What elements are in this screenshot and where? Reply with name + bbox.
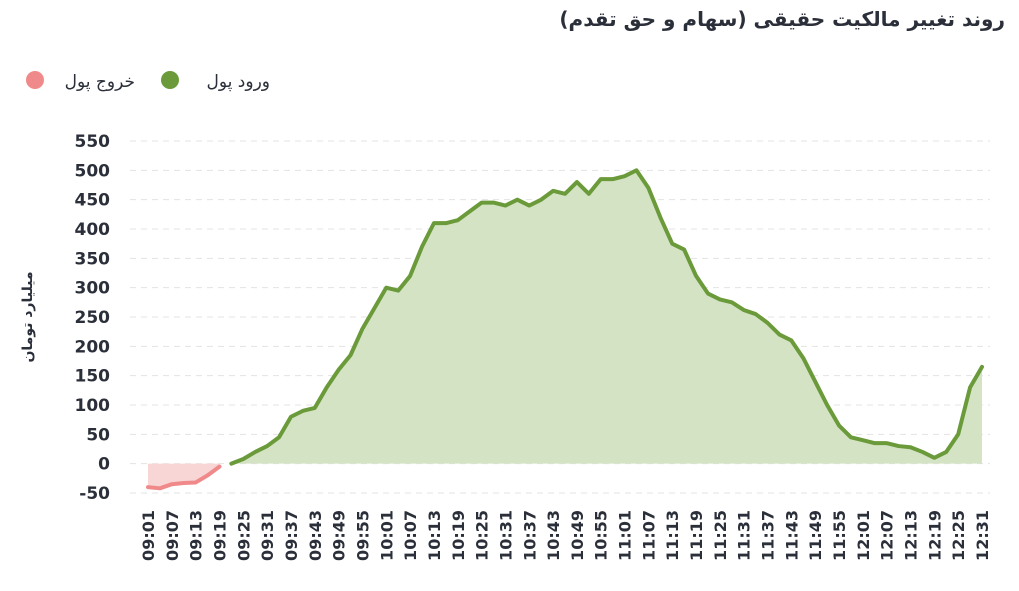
y-axis-label: میلیارد تومان [20, 271, 36, 362]
x-tick-label: 09:31 [258, 510, 277, 561]
y-tick-label: 200 [75, 337, 111, 357]
x-tick-label: 09:13 [187, 510, 206, 561]
x-tick-label: 10:01 [377, 510, 396, 561]
y-tick-label: -50 [79, 484, 110, 504]
x-tick-label: 12:13 [902, 510, 921, 561]
line [146, 464, 222, 491]
x-tick-label: 11:25 [711, 510, 730, 561]
y-tick-label: 150 [75, 367, 111, 387]
x-tick-label: 11:37 [759, 510, 778, 561]
x-tick-label: 12:07 [878, 510, 897, 561]
y-tick-label: 50 [86, 425, 110, 445]
line [229, 168, 984, 466]
x-tick-label: 10:07 [401, 510, 420, 561]
x-tick-label: 10:49 [568, 510, 587, 561]
x-tick-label: 11:13 [663, 510, 682, 561]
x-tick-label: 09:37 [282, 510, 301, 561]
y-tick-label: 350 [75, 249, 111, 269]
area [148, 463, 220, 489]
x-tick-label: 11:19 [687, 510, 706, 561]
y-tick-label: 100 [75, 396, 111, 416]
x-tick-label: 10:31 [496, 510, 515, 561]
x-tick-label: 12:19 [925, 510, 944, 561]
x-tick-label: 12:25 [949, 510, 968, 561]
x-tick-label: 10:13 [425, 510, 444, 561]
legend-label: خروج پول [65, 72, 135, 92]
x-tick-label: 11:49 [806, 510, 825, 561]
x-tick-label: 12:01 [854, 510, 873, 561]
chart-title: روند تغییر مالکیت حقیقی (سهام و حق تقدم) [559, 7, 1005, 31]
x-tick-label: 11:07 [639, 510, 658, 561]
x-tick-label: 11:43 [782, 510, 801, 561]
x-tick-label: 09:19 [210, 510, 229, 561]
x-tick-label: 10:37 [520, 510, 539, 561]
x-tick-label: 09:01 [139, 510, 158, 561]
y-tick-label: 450 [75, 191, 111, 211]
legend-label: ورود پول [207, 72, 270, 92]
x-tick-label: 10:55 [592, 510, 611, 561]
y-tick-label: 500 [75, 161, 111, 181]
area [231, 170, 982, 464]
x-tick-label: 11:01 [616, 510, 635, 561]
x-tick-label: 10:19 [449, 510, 468, 561]
x-tick-label: 09:25 [234, 510, 253, 561]
y-tick-label: 400 [75, 220, 111, 240]
legend-marker [161, 71, 179, 89]
y-tick-label: 300 [75, 279, 111, 299]
x-tick-label: 11:55 [830, 510, 849, 561]
legend-marker [26, 71, 44, 89]
x-tick-label: 09:55 [353, 510, 372, 561]
x-tick-label: 10:43 [544, 510, 563, 561]
x-tick-label: 12:31 [973, 510, 992, 561]
y-tick-label: 550 [75, 132, 111, 152]
x-tick-label: 09:43 [306, 510, 325, 561]
x-tick-label: 11:31 [735, 510, 754, 561]
x-tick-label: 09:49 [330, 510, 349, 561]
y-tick-label: 250 [75, 308, 111, 328]
x-tick-label: 09:07 [163, 510, 182, 561]
x-tick-label: 10:25 [473, 510, 492, 561]
y-tick-label: 0 [98, 455, 110, 475]
